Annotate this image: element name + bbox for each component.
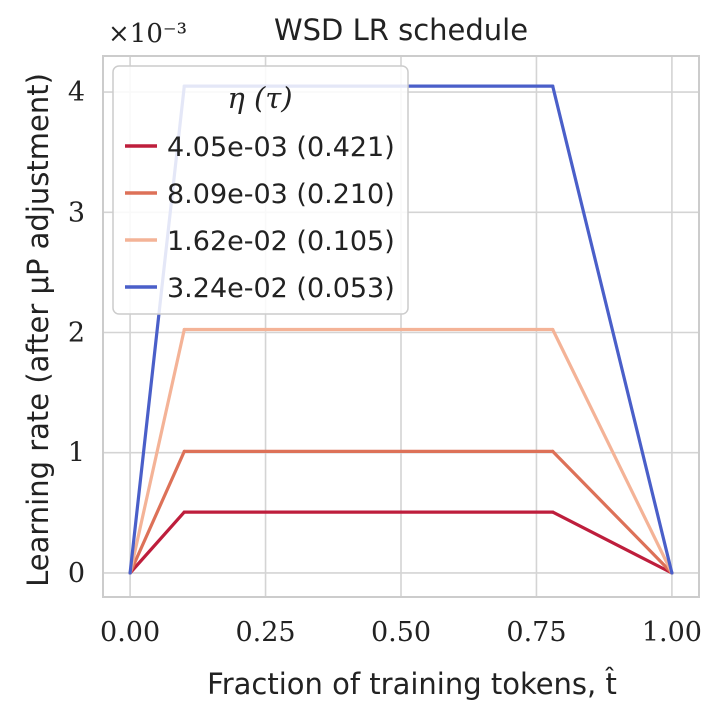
- series-point: [551, 510, 555, 514]
- series-point: [182, 327, 186, 332]
- legend-label: 1.62e-02 (0.105): [167, 226, 395, 257]
- legend-label: 8.09e-03 (0.210): [167, 179, 395, 210]
- series-point: [182, 449, 186, 454]
- y-tick-label: 4: [68, 77, 85, 108]
- x-tick-label: 0.00: [100, 617, 160, 648]
- series-point: [551, 84, 555, 88]
- legend-label: 3.24e-02 (0.053): [167, 273, 395, 304]
- chart-title: WSD LR schedule: [274, 13, 528, 47]
- x-tick-label: 0.25: [235, 617, 295, 648]
- y-axis-multiplier: ×10⁻³: [108, 19, 187, 49]
- series-point: [551, 449, 555, 454]
- x-tick-labels: 0.00 0.25 0.50 0.75 1.00: [100, 617, 702, 648]
- y-tick-label: 0: [68, 558, 85, 589]
- y-tick-label: 1: [68, 438, 85, 469]
- y-tick-label: 3: [68, 197, 85, 228]
- legend-label: 4.05e-03 (0.421): [167, 132, 395, 163]
- x-axis-label: Fraction of training tokens, t̂: [207, 667, 617, 701]
- legend: η (τ) 4.05e-03 (0.421) 8.09e-03 (0.210) 1.…: [112, 65, 409, 315]
- series-point: [128, 571, 132, 575]
- x-tick-label: 0.50: [371, 617, 431, 648]
- y-axis-label: Learning rate (after μP adjustment): [21, 73, 55, 587]
- x-tick-label: 1.00: [642, 617, 702, 648]
- x-tick-label: 0.75: [506, 617, 566, 648]
- series-point: [670, 571, 674, 575]
- legend-box: [112, 65, 409, 315]
- y-tick-label: 2: [68, 318, 85, 349]
- series-line-3: [128, 327, 674, 574]
- legend-entries: 4.05e-03 (0.421) 8.09e-03 (0.210) 1.62e-02…: [125, 132, 395, 304]
- legend-title: η (τ): [227, 81, 292, 115]
- series-line-1: [128, 510, 673, 575]
- series-point: [551, 327, 555, 332]
- series-point: [182, 510, 186, 514]
- y-tick-labels: 0 1 2 3 4: [68, 77, 85, 589]
- plot-frame: [102, 55, 700, 598]
- series-line-2: [128, 449, 674, 575]
